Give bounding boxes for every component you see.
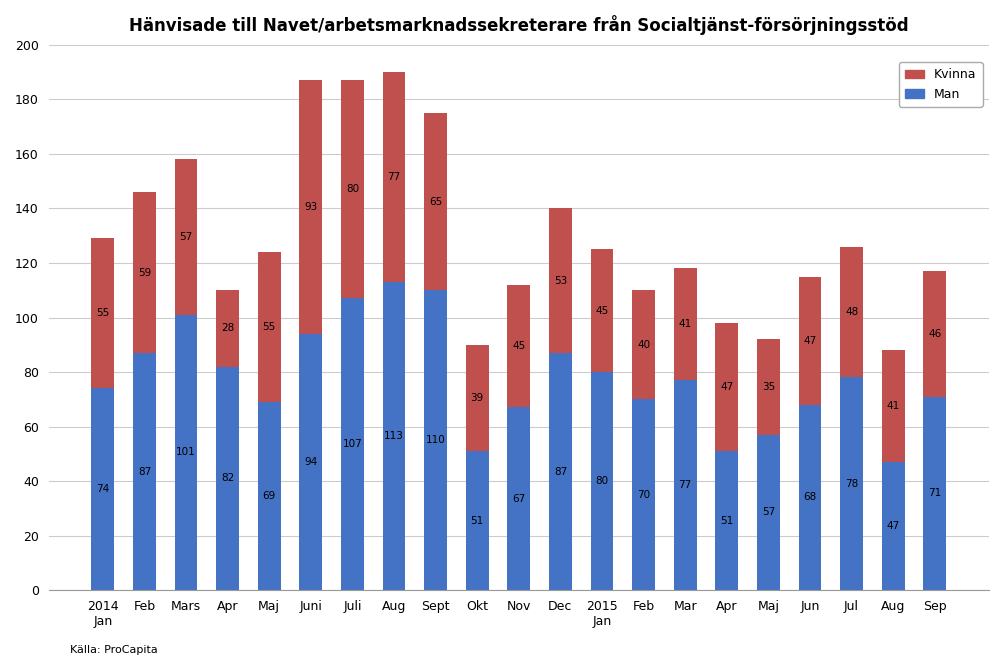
Text: 67: 67	[512, 494, 525, 504]
Text: 110: 110	[425, 435, 445, 445]
Text: 57: 57	[180, 232, 193, 242]
Bar	[549, 209, 572, 353]
Bar	[382, 282, 405, 590]
Text: 48: 48	[845, 307, 858, 317]
Bar	[132, 353, 155, 590]
Bar	[673, 380, 696, 590]
Text: 93: 93	[304, 202, 317, 212]
Bar	[341, 80, 363, 298]
Bar	[175, 159, 198, 315]
Text: 40: 40	[637, 340, 650, 350]
Bar	[881, 350, 904, 462]
Bar	[923, 397, 945, 590]
Bar	[590, 372, 613, 590]
Text: 39: 39	[470, 393, 483, 403]
Text: 107: 107	[342, 440, 362, 449]
Bar	[632, 400, 654, 590]
Text: 87: 87	[137, 466, 150, 476]
Text: 51: 51	[719, 516, 733, 525]
Bar	[382, 72, 405, 282]
Text: 46: 46	[927, 329, 941, 339]
Text: 47: 47	[886, 521, 899, 531]
Bar	[923, 271, 945, 397]
Bar	[507, 407, 530, 590]
Text: 45: 45	[512, 341, 525, 351]
Text: 55: 55	[263, 322, 276, 332]
Bar	[341, 298, 363, 590]
Bar	[423, 290, 446, 590]
Text: 94: 94	[304, 457, 317, 467]
Text: Källa: ProCapita: Källa: ProCapita	[70, 645, 157, 655]
Bar	[465, 345, 488, 451]
Text: 47: 47	[802, 336, 815, 346]
Text: 80: 80	[595, 476, 608, 486]
Bar	[132, 192, 155, 353]
Text: 87: 87	[554, 466, 567, 476]
Legend: Kvinna, Man: Kvinna, Man	[898, 62, 982, 107]
Bar	[299, 80, 322, 334]
Bar	[258, 402, 281, 590]
Bar	[756, 435, 779, 590]
Bar	[590, 249, 613, 372]
Bar	[216, 290, 239, 367]
Text: 71: 71	[927, 488, 941, 499]
Text: 101: 101	[176, 447, 196, 457]
Bar	[632, 290, 654, 400]
Text: 82: 82	[221, 474, 234, 483]
Bar	[299, 334, 322, 590]
Text: 41: 41	[886, 401, 899, 411]
Text: 80: 80	[345, 184, 359, 194]
Bar	[258, 252, 281, 402]
Bar	[840, 377, 863, 590]
Text: 51: 51	[470, 516, 483, 525]
Text: 74: 74	[96, 484, 109, 494]
Bar	[715, 451, 737, 590]
Bar	[715, 323, 737, 451]
Text: 77: 77	[678, 480, 691, 490]
Text: 68: 68	[802, 493, 815, 502]
Bar	[507, 285, 530, 407]
Text: 47: 47	[719, 382, 733, 392]
Text: 70: 70	[637, 490, 650, 500]
Text: 69: 69	[263, 491, 276, 501]
Bar	[216, 367, 239, 590]
Text: 78: 78	[845, 479, 858, 489]
Bar	[549, 353, 572, 590]
Bar	[673, 268, 696, 380]
Text: 65: 65	[428, 197, 441, 207]
Bar	[91, 238, 114, 388]
Text: 113: 113	[384, 431, 403, 441]
Text: 77: 77	[387, 172, 400, 182]
Text: 53: 53	[554, 276, 567, 286]
Text: 35: 35	[761, 382, 774, 392]
Text: 59: 59	[137, 268, 150, 277]
Text: 28: 28	[221, 323, 234, 333]
Bar	[881, 462, 904, 590]
Bar	[91, 388, 114, 590]
Text: 45: 45	[595, 306, 608, 316]
Text: 55: 55	[96, 308, 109, 318]
Text: 57: 57	[761, 508, 774, 518]
Bar	[797, 405, 820, 590]
Bar	[423, 113, 446, 290]
Title: Hänvisade till Navet/arbetsmarknadssekreterare från Socialtjänst-försörjningsstö: Hänvisade till Navet/arbetsmarknadssekre…	[128, 15, 908, 35]
Text: 41: 41	[678, 319, 691, 329]
Bar	[840, 247, 863, 377]
Bar	[465, 451, 488, 590]
Bar	[797, 277, 820, 405]
Bar	[175, 315, 198, 590]
Bar	[756, 339, 779, 435]
